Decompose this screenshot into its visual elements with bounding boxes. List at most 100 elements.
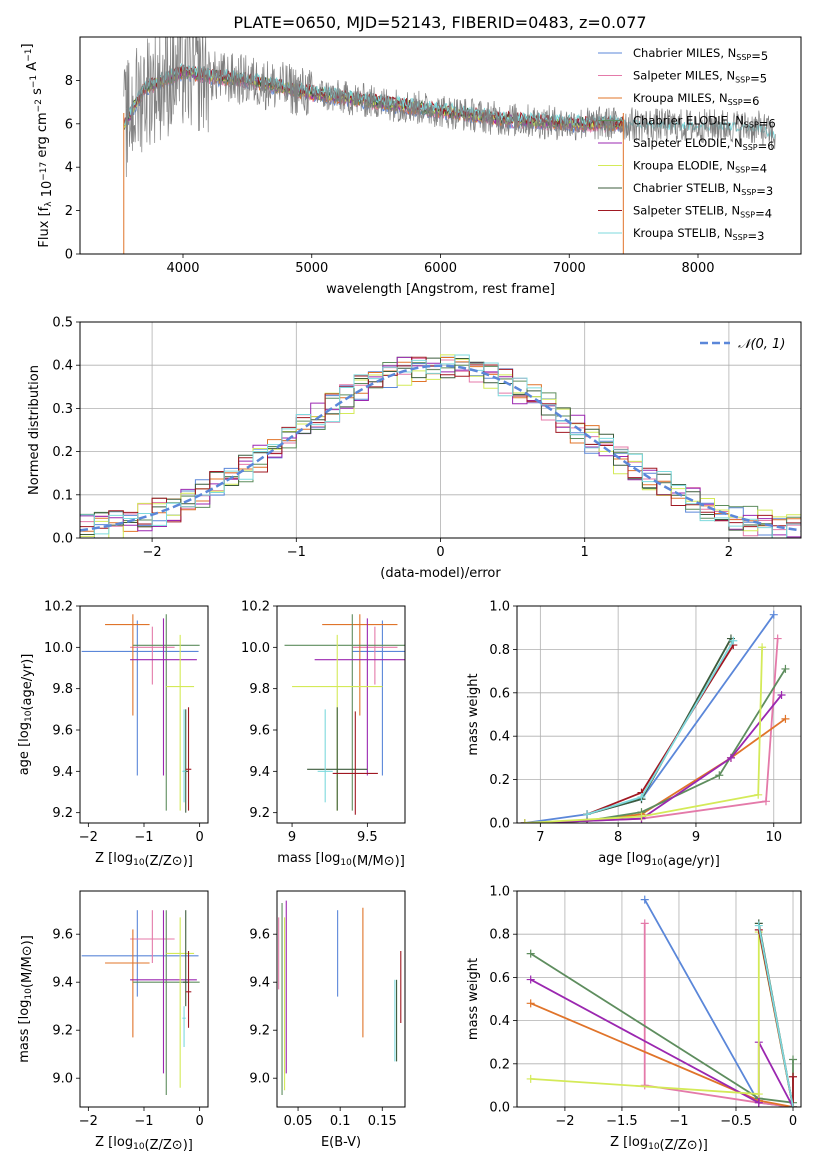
- weight-marker-kroupa_elodie: [754, 790, 763, 799]
- x-tick-label: 1: [581, 545, 589, 560]
- x-tick-label: 0.05: [284, 1114, 313, 1129]
- weight-marker-kroupa_elodie: [520, 819, 529, 823]
- y-tick-label: 9.8: [249, 682, 270, 697]
- y-tick-label: 8: [65, 74, 73, 89]
- y-tick-label: 10.2: [241, 600, 270, 615]
- panel-weight_vs_age: 7 8 9 10 0.0 0.2 0.4 0.6 0.8 1.0 age [log10(age/yr…: [466, 600, 802, 869]
- x-axis-label: age [log10(age/yr)]: [598, 851, 720, 869]
- weight-line-salpeter_stelib: [586, 644, 735, 816]
- legend-label-salpeter_elodie: Salpeter ELODIE, NSSP=6: [633, 136, 775, 153]
- y-tick-label: 2: [65, 204, 73, 219]
- weight-marker-salpeter_elodie: [754, 1098, 763, 1107]
- panel-residuals: −2 −1 0 1 2 0.0 0.1 0.2 0.3 0.4 0.5 (data-model)/er…: [27, 316, 802, 581]
- frame-weight_vs_Z: [516, 890, 802, 1108]
- panel-spectrum: 4000 5000 6000 7000 8000 0 2 4 6 8 wavelength [Ang…: [20, 36, 802, 297]
- y-tick-label: 0.2: [489, 773, 510, 788]
- errorbar-chabrier_elodie: [132, 910, 200, 1095]
- y-tick-label: 9.0: [249, 1072, 270, 1087]
- x-tick-label: 7: [536, 830, 544, 845]
- y-tick-label: 4: [65, 161, 73, 176]
- errorbar-chabrier_miles: [352, 620, 405, 776]
- errorbar-chabrier_elodie: [132, 614, 200, 811]
- errorbar-kroupa_miles: [105, 614, 150, 716]
- y-tick-label: 9.4: [52, 976, 73, 991]
- y-tick-label: 9.8: [52, 682, 73, 697]
- x-axis-label: Z [log10(Z/Z⊙)]: [610, 1135, 708, 1153]
- weight-marker-salpeter_miles: [761, 797, 770, 806]
- weight-marker-chabrier_elodie: [526, 949, 535, 958]
- y-tick-label: 0.6: [489, 686, 510, 701]
- weight-marker-salpeter_elodie: [726, 753, 735, 762]
- figure-title: PLATE=0650, MJD=52143, FIBERID=0483, z=0…: [233, 13, 646, 32]
- weight-line-kroupa_miles: [530, 1002, 794, 1107]
- x-tick-label: −0.5: [720, 1114, 752, 1129]
- x-tick-label: −1.5: [606, 1114, 638, 1129]
- weight-marker-chabrier_elodie: [715, 771, 724, 780]
- x-tick-label: 8000: [681, 261, 714, 276]
- y-tick-label: 9.6: [249, 928, 270, 943]
- errorbar-kroupa_stelib: [182, 709, 186, 803]
- weight-marker-kroupa_elodie: [526, 1074, 535, 1083]
- x-tick-label: 0: [196, 1114, 204, 1129]
- x-tick-label: −2: [555, 1114, 574, 1129]
- y-tick-label: 0.4: [489, 730, 510, 745]
- x-tick-label: 5000: [295, 261, 328, 276]
- legend-label-chabrier_stelib: Chabrier STELIB, NSSP=3: [633, 181, 773, 198]
- x-tick-label: −1: [287, 545, 306, 560]
- plot-area-spectrum: [123, 37, 776, 254]
- legend-label-chabrier_elodie: Chabrier ELODIE, NSSP=6: [633, 114, 776, 131]
- y-tick-label: 0.5: [52, 316, 73, 331]
- x-axis-label: Z [log10(Z/Z⊙)]: [95, 1135, 193, 1153]
- weight-line-chabrier_stelib: [586, 638, 732, 816]
- weight-marker-kroupa_stelib: [583, 810, 592, 819]
- panel-mass_vs_Z: −2 −1 0 9.0 9.2 9.4 9.6 Z [log10(Z/Z⊙)] mass [lo…: [17, 890, 209, 1153]
- frame-weight_vs_age: [516, 605, 802, 824]
- y-tick-label: 0.0: [489, 817, 510, 832]
- errorbar-kroupa_stelib: [182, 1006, 186, 1047]
- residual-histogram-chabrier_stelib: [80, 357, 801, 538]
- legend-label-salpeter_stelib: Salpeter STELIB, NSSP=4: [633, 204, 772, 221]
- x-tick-label: 6000: [424, 261, 457, 276]
- legend-label-normal: 𝒩(0, 1): [738, 337, 785, 352]
- y-tick-label: 0.4: [489, 1014, 510, 1029]
- weight-marker-salpeter_miles: [773, 634, 782, 643]
- observed-spectrum: [123, 37, 776, 178]
- y-axis-label: mass weight: [466, 958, 481, 1040]
- legend-spectrum: Chabrier MILES, NSSP=5 Salpeter MILES, NS…: [598, 46, 776, 243]
- panel-age_vs_Z: −2 −1 0 9.2 9.4 9.6 9.8 10.0 10.2 Z [log10(Z/Z⊙)]…: [17, 600, 209, 869]
- x-axis-label: Z [log10(Z/Z⊙)]: [95, 851, 193, 869]
- y-axis-label: mass [log10(M/M⊙)]: [17, 935, 35, 1063]
- y-tick-label: 0.0: [52, 532, 73, 547]
- normal-reference-curve: [80, 364, 801, 532]
- legend-label-chabrier_miles: Chabrier MILES, NSSP=5: [633, 46, 768, 63]
- x-tick-label: 2: [725, 545, 733, 560]
- panel-weight_vs_Z: −2 −1.5 −1 −0.5 0 0.0 0.2 0.4 0.6 0.8 1.0 Z [log10(…: [466, 885, 802, 1153]
- y-tick-label: 0.8: [489, 928, 510, 943]
- x-tick-label: 0.1: [330, 1114, 351, 1129]
- y-axis-label: age [log10(age/yr)]: [17, 654, 35, 776]
- weight-line-kroupa_stelib: [757, 925, 794, 1107]
- x-tick-label: 0: [789, 1114, 797, 1129]
- x-tick-label: 0: [196, 830, 204, 845]
- y-axis-label: Flux [fλ 10−17 erg cm−2 s−1 A−1]: [20, 43, 55, 247]
- weight-line-chabrier_miles: [524, 614, 775, 823]
- y-tick-label: 0.0: [489, 1101, 510, 1116]
- plot-area-age_vs_mass: [284, 614, 405, 815]
- errorbar-kroupa_elodie: [166, 634, 195, 811]
- x-tick-label: 4000: [166, 261, 199, 276]
- weight-line-salpeter_miles: [643, 923, 794, 1107]
- errorbar-kroupa_miles: [322, 614, 398, 716]
- weight-line-kroupa_stelib: [586, 640, 735, 816]
- weight-marker-kroupa_stelib: [637, 792, 646, 801]
- legend-label-kroupa_elodie: Kroupa ELODIE, NSSP=4: [633, 159, 767, 176]
- plot-area-residuals: [80, 354, 801, 538]
- y-tick-label: 0.4: [52, 359, 73, 374]
- x-tick-label: 0: [436, 545, 444, 560]
- weight-marker-kroupa_elodie: [637, 812, 646, 821]
- weight-line-kroupa_elodie: [524, 647, 763, 823]
- weight-marker-chabrier_elodie: [789, 1055, 798, 1064]
- errorbar-chabrier_miles: [81, 620, 199, 776]
- x-tick-label: −2: [143, 545, 162, 560]
- y-tick-label: 0: [65, 248, 73, 263]
- y-tick-label: 0.8: [489, 643, 510, 658]
